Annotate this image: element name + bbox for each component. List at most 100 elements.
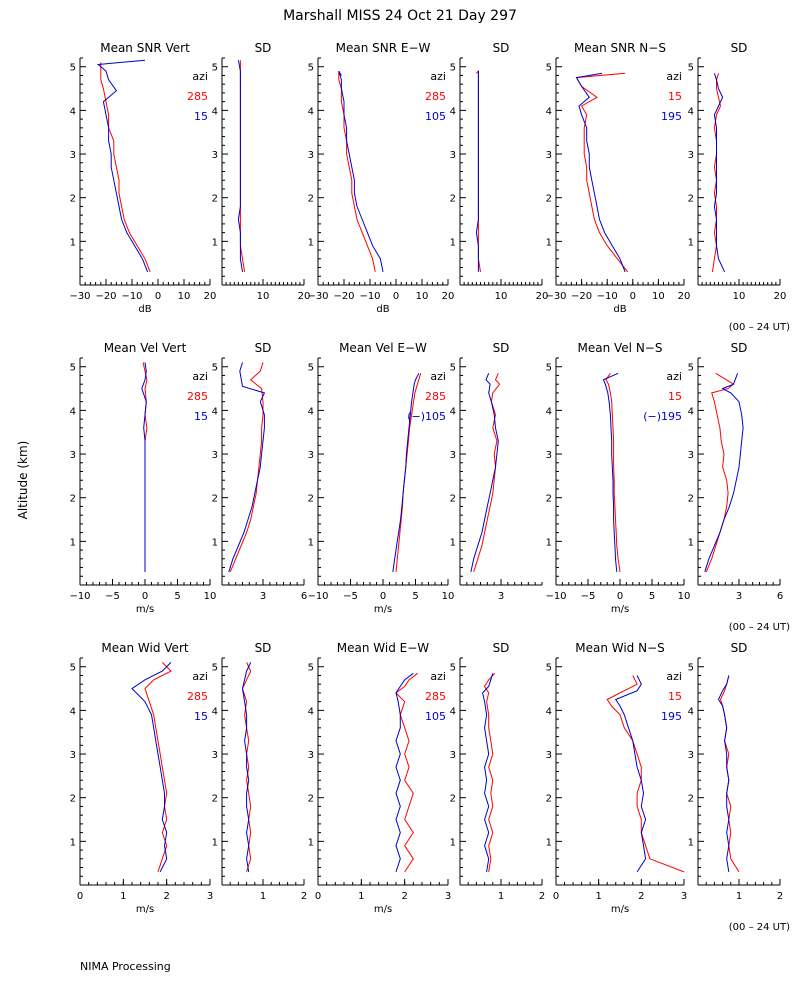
series-line-blue bbox=[131, 662, 172, 873]
x-tick-label: 0 bbox=[142, 591, 148, 602]
y-tick-label: 1 bbox=[450, 837, 456, 848]
x-tick-label: −5 bbox=[581, 591, 596, 602]
legend-entry: azi bbox=[666, 70, 682, 83]
footer-label: NIMA Processing bbox=[80, 960, 171, 973]
x-tick-label: 20 bbox=[442, 291, 455, 302]
y-tick-label: 1 bbox=[450, 237, 456, 248]
panel-title: SD bbox=[255, 41, 272, 55]
x-tick-label: 20 bbox=[204, 291, 217, 302]
panel-title: SD bbox=[255, 641, 272, 655]
series-line-red bbox=[395, 672, 418, 873]
y-tick-label: 2 bbox=[450, 494, 456, 505]
panel-8: 1 2 3 4 5 3 6 SD bbox=[212, 341, 308, 602]
legend-entry: 15 bbox=[194, 110, 208, 123]
x-tick-label: 20 bbox=[298, 291, 311, 302]
y-tick-label: 3 bbox=[450, 450, 456, 461]
x-tick-label: −5 bbox=[105, 591, 120, 602]
y-tick-label: 2 bbox=[688, 794, 694, 805]
y-tick-label: 4 bbox=[546, 406, 552, 417]
y-tick-label: 3 bbox=[450, 750, 456, 761]
y-tick-label: 4 bbox=[688, 406, 694, 417]
series-line-red bbox=[605, 373, 621, 572]
y-tick-label: 2 bbox=[308, 494, 314, 505]
x-tick-label: 20 bbox=[774, 291, 787, 302]
x-tick-label: 2 bbox=[638, 891, 644, 902]
y-tick-label: 1 bbox=[688, 537, 694, 548]
y-tick-label: 2 bbox=[450, 194, 456, 205]
y-tick-label: 1 bbox=[70, 837, 76, 848]
y-tick-label: 2 bbox=[212, 194, 218, 205]
x-tick-label: 5 bbox=[412, 591, 418, 602]
series-line-blue bbox=[614, 675, 647, 873]
x-tick-label: 6 bbox=[777, 591, 783, 602]
y-tick-label: 5 bbox=[450, 63, 456, 74]
legend-entry: 15 bbox=[194, 410, 208, 423]
y-tick-label: 4 bbox=[688, 706, 694, 717]
x-axis-label: m/s bbox=[611, 604, 629, 615]
series-line-blue bbox=[704, 373, 744, 573]
y-tick-label: 3 bbox=[308, 750, 314, 761]
y-tick-label: 4 bbox=[70, 106, 76, 117]
x-tick-label: 1 bbox=[736, 891, 742, 902]
y-tick-label: 1 bbox=[688, 837, 694, 848]
x-tick-label: 1 bbox=[120, 891, 126, 902]
x-tick-label: −10 bbox=[69, 591, 90, 602]
panel-title: Mean Wid N−S bbox=[575, 641, 665, 655]
y-tick-label: 1 bbox=[688, 237, 694, 248]
y-tick-label: 2 bbox=[546, 494, 552, 505]
panel-3: 1 2 3 4 5 −30 −20 −10 0 10 20 Mean SNR E−W dB azi 285 1… bbox=[307, 41, 454, 315]
x-tick-label: 20 bbox=[678, 291, 691, 302]
y-tick-label: 4 bbox=[212, 106, 218, 117]
y-tick-label: 3 bbox=[688, 150, 694, 161]
y-tick-label: 4 bbox=[308, 406, 314, 417]
series-line-red bbox=[575, 72, 629, 273]
x-axis-label: dB bbox=[138, 304, 151, 315]
x-tick-label: 0 bbox=[315, 891, 321, 902]
y-tick-label: 5 bbox=[212, 63, 218, 74]
x-axis-label: m/s bbox=[611, 904, 629, 915]
series-line-red bbox=[100, 62, 151, 273]
y-tick-label: 4 bbox=[70, 706, 76, 717]
panel-title: SD bbox=[731, 641, 748, 655]
panel-13: 1 2 3 4 5 0 1 2 3 Mean Wid Vert m/s azi 285 15 bbox=[70, 641, 214, 915]
legend-entry: azi bbox=[430, 70, 446, 83]
legend-entry: azi bbox=[192, 670, 208, 683]
y-tick-label: 3 bbox=[212, 450, 218, 461]
legend-entry: azi bbox=[430, 370, 446, 383]
y-tick-label: 2 bbox=[70, 194, 76, 205]
legend-entry: 105 bbox=[425, 710, 446, 723]
y-tick-label: 1 bbox=[546, 237, 552, 248]
y-tick-label: 5 bbox=[308, 63, 314, 74]
y-tick-label: 5 bbox=[308, 363, 314, 374]
legend-entry: 195 bbox=[661, 110, 682, 123]
x-tick-label: 0 bbox=[630, 291, 636, 302]
x-tick-label: 10 bbox=[652, 291, 665, 302]
y-tick-label: 3 bbox=[688, 750, 694, 761]
x-axis-label: m/s bbox=[374, 904, 392, 915]
panel-title: Mean Vel N−S bbox=[578, 341, 663, 355]
y-tick-label: 1 bbox=[212, 537, 218, 548]
panel-4: 1 2 3 4 5 10 20 SD bbox=[450, 41, 549, 302]
legend-entry: 285 bbox=[187, 90, 208, 103]
panel-11: 1 2 3 4 5 −10 −5 0 5 10 Mean Vel N−S m/s azi 15 (−)195 bbox=[545, 341, 690, 615]
panel-12: 1 2 3 4 5 3 6 SD bbox=[688, 341, 784, 602]
x-tick-label: 3 bbox=[681, 891, 687, 902]
y-tick-label: 5 bbox=[546, 63, 552, 74]
y-tick-label: 1 bbox=[70, 237, 76, 248]
altitude-axis-label: Altitude (km) bbox=[16, 441, 30, 520]
y-tick-label: 4 bbox=[70, 406, 76, 417]
figure-title: Marshall MISS 24 Oct 21 Day 297 bbox=[283, 8, 517, 24]
legend-entry: 195 bbox=[661, 710, 682, 723]
series-line-blue bbox=[241, 662, 252, 872]
panel-title: Mean SNR N−S bbox=[574, 41, 666, 55]
x-tick-label: 2 bbox=[401, 891, 407, 902]
y-tick-label: 5 bbox=[212, 363, 218, 374]
panel-title: SD bbox=[493, 641, 510, 655]
legend-entry: 15 bbox=[194, 710, 208, 723]
series-line-blue bbox=[392, 373, 420, 572]
x-tick-label: −10 bbox=[359, 291, 380, 302]
y-tick-label: 2 bbox=[688, 494, 694, 505]
x-tick-label: −10 bbox=[545, 591, 566, 602]
y-tick-label: 2 bbox=[308, 194, 314, 205]
